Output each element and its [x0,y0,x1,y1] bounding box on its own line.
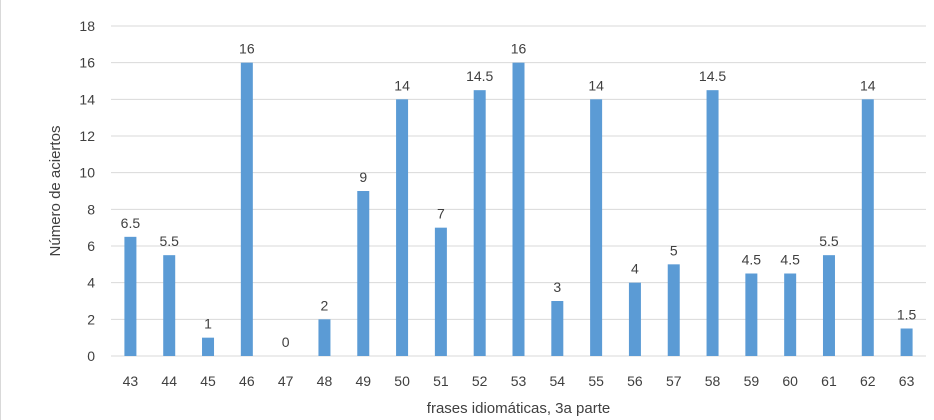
x-tick-label-48: 48 [317,373,333,389]
data-label-56: 4 [631,261,639,277]
x-tick-label-58: 58 [705,373,721,389]
data-label-55: 14 [588,77,604,93]
y-tick-label: 8 [87,201,95,217]
x-tick-label-63: 63 [899,373,915,389]
bar-49 [357,191,370,356]
bar-45 [202,337,215,356]
y-tick-label: 16 [79,55,95,71]
bar-60 [784,273,797,356]
y-tick-label: 10 [79,165,95,181]
y-tick-label: 4 [87,275,95,291]
data-label-57: 5 [670,242,678,258]
data-label-53: 16 [511,41,527,57]
y-tick-label: 14 [79,91,95,107]
x-tick-label-59: 59 [744,373,760,389]
data-label-58: 14.5 [699,68,726,84]
data-label-60: 4.5 [780,252,800,268]
y-tick-label: 12 [79,128,95,144]
x-axis-title: frases idiomáticas, 3a parte [427,400,610,417]
bar-54 [551,301,564,356]
bar-63 [900,328,913,356]
data-label-59: 4.5 [742,252,762,268]
bar-52 [473,90,486,357]
data-label-49: 9 [359,169,367,185]
x-tick-label-57: 57 [666,373,682,389]
data-label-54: 3 [553,279,561,295]
bar-43 [124,236,137,356]
y-tick-label: 6 [87,238,95,254]
y-axis-ticks: 0 2 4 6 8 10 12 14 16 18 [79,18,95,364]
bar-53 [512,62,525,357]
y-axis-title: Número de aciertos [47,126,64,257]
x-tick-label-55: 55 [588,373,604,389]
x-tick-label-51: 51 [433,373,449,389]
data-label-63: 1.5 [897,307,917,323]
x-tick-label-43: 43 [123,373,139,389]
data-label-48: 2 [321,297,329,313]
bars [124,62,913,357]
x-tick-label-54: 54 [550,373,566,389]
y-tick-label: 2 [87,311,95,327]
x-tick-label-50: 50 [394,373,410,389]
x-tick-label-44: 44 [161,373,177,389]
data-label-46: 16 [239,41,255,57]
data-label-43: 6.5 [121,215,141,231]
bar-58 [706,90,719,357]
x-tick-label-62: 62 [860,373,876,389]
x-tick-label-49: 49 [355,373,371,389]
x-tick-label-60: 60 [782,373,798,389]
bar-55 [590,99,603,356]
y-tick-label: 18 [79,18,95,34]
bar-50 [396,99,409,356]
x-axis-ticks: 43 44 45 46 47 48 49 50 51 52 53 54 55 56 57 58 59 60 61 62… [123,373,915,389]
bar-61 [822,255,835,356]
y-tick-label: 0 [87,348,95,364]
bar-59 [745,273,758,356]
x-tick-label-53: 53 [511,373,527,389]
data-label-44: 5.5 [159,233,179,249]
bar-57 [667,264,680,356]
data-label-45: 1 [204,316,212,332]
data-label-52: 14.5 [466,68,493,84]
x-tick-label-61: 61 [821,373,837,389]
bar-62 [861,99,874,356]
data-label-47: 0 [282,334,290,350]
bar-48 [318,319,331,356]
bar-51 [434,227,447,356]
x-tick-label-46: 46 [239,373,255,389]
data-label-51: 7 [437,206,445,222]
x-tick-label-47: 47 [278,373,294,389]
data-label-61: 5.5 [819,233,839,249]
x-tick-label-56: 56 [627,373,643,389]
data-label-62: 14 [860,77,876,93]
data-label-50: 14 [394,77,410,93]
bar-56 [628,282,641,356]
bar-46 [240,62,253,357]
x-tick-label-45: 45 [200,373,216,389]
bar-44 [163,255,176,356]
x-tick-label-52: 52 [472,373,488,389]
data-labels: 6.5 5.5 1 16 0 2 9 14 7 14.5 16 3 14 4 5 14.5 4.5 4.5 5.5 1… [121,41,917,350]
